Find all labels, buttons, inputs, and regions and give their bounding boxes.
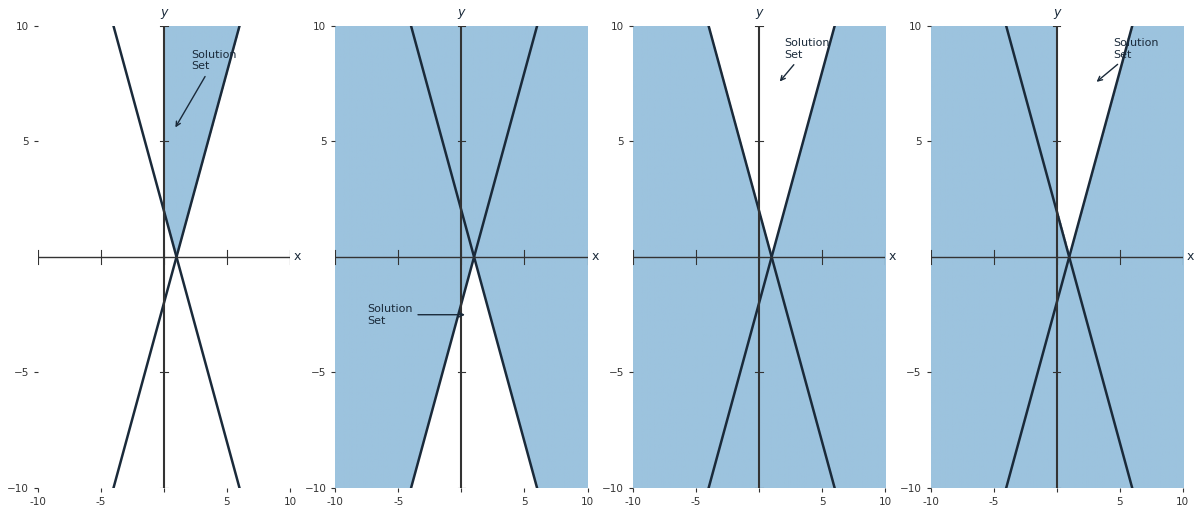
Text: Solution
Set: Solution Set (367, 304, 463, 325)
Text: y: y (755, 6, 763, 19)
Text: Solution
Set: Solution Set (1098, 38, 1159, 81)
Text: y: y (1052, 6, 1061, 19)
Text: Solution
Set: Solution Set (176, 50, 238, 126)
Text: x: x (294, 250, 301, 264)
Text: y: y (161, 6, 168, 19)
Text: x: x (592, 250, 599, 264)
Text: y: y (457, 6, 466, 19)
Text: Solution
Set: Solution Set (781, 38, 829, 80)
Text: x: x (889, 250, 896, 264)
Text: x: x (1187, 250, 1194, 264)
